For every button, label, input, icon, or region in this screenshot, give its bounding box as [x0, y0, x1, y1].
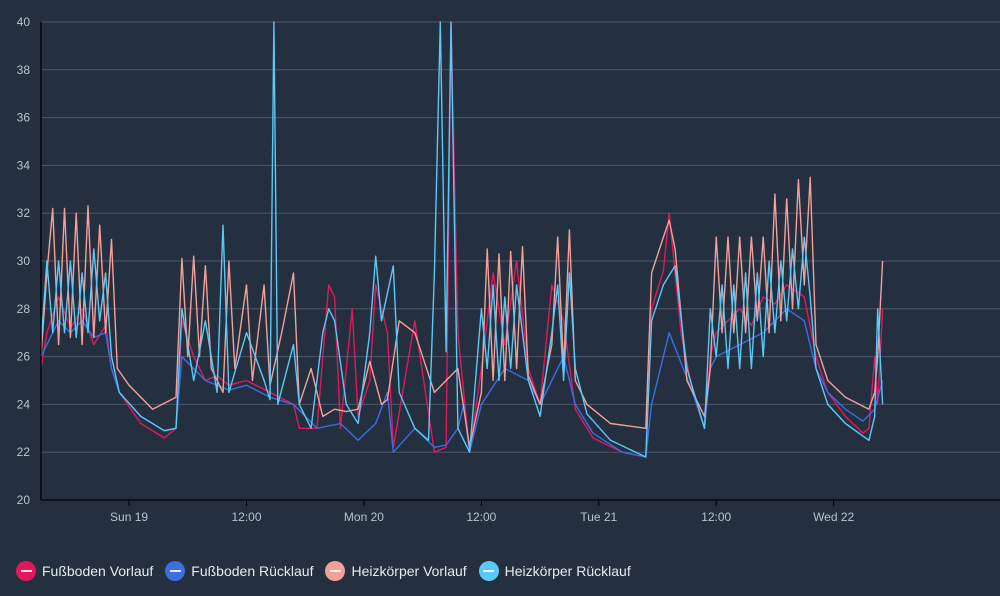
- legend-item-fussboden-vorlauf[interactable]: Fußboden Vorlauf: [16, 561, 153, 581]
- legend: Fußboden Vorlauf Fußboden Rücklauf Heizk…: [16, 561, 631, 581]
- y-tick-label: 36: [17, 111, 31, 125]
- legend-item-fussboden-ruecklauf[interactable]: Fußboden Rücklauf: [165, 561, 313, 581]
- series-line-3: [40, 21, 884, 458]
- series-line-2: [40, 176, 884, 449]
- x-tick-label: Mon 20: [344, 510, 384, 524]
- y-tick-label: 34: [17, 158, 31, 172]
- y-tick-label: 28: [17, 302, 31, 316]
- legend-label: Heizkörper Vorlauf: [351, 563, 467, 579]
- legend-label: Fußboden Rücklauf: [191, 563, 314, 579]
- legend-item-heizkoerper-vorlauf[interactable]: Heizkörper Vorlauf: [325, 561, 467, 581]
- series-lines: [40, 21, 884, 458]
- grid-lines: [41, 21, 1000, 501]
- y-tick-labels: 20 22 24 26 28 30 32 34 36 38 40: [17, 15, 31, 507]
- legend-swatch-icon: [478, 561, 499, 581]
- y-tick-label: 32: [17, 206, 31, 220]
- x-tick-labels: Sun 19 12:00 Mon 20 12:00 Tue 21 12:00 Wed 22: [110, 510, 854, 524]
- x-tick-label: 12:00: [231, 510, 261, 524]
- y-tick-label: 20: [17, 493, 31, 507]
- axes: [40, 22, 1000, 506]
- y-tick-label: 24: [17, 397, 31, 411]
- legend-swatch-icon: [325, 561, 346, 581]
- x-tick-label: Sun 19: [110, 510, 148, 524]
- legend-item-heizkoerper-ruecklauf[interactable]: Heizkörper Rücklauf: [478, 561, 631, 581]
- legend-swatch-icon: [16, 561, 36, 581]
- y-tick-label: 38: [17, 63, 31, 77]
- x-tick-label: 12:00: [701, 510, 731, 524]
- legend-swatch-icon: [165, 561, 186, 581]
- y-tick-label: 40: [17, 15, 31, 29]
- legend-label: Heizkörper Rücklauf: [504, 563, 631, 579]
- x-tick-label: 12:00: [466, 510, 496, 524]
- y-tick-label: 26: [17, 350, 31, 364]
- y-tick-label: 30: [17, 254, 31, 268]
- y-tick-label: 22: [17, 445, 31, 459]
- x-tick-label: Wed 22: [813, 510, 854, 524]
- legend-label: Fußboden Vorlauf: [42, 563, 154, 579]
- x-tick-label: Tue 21: [580, 510, 617, 524]
